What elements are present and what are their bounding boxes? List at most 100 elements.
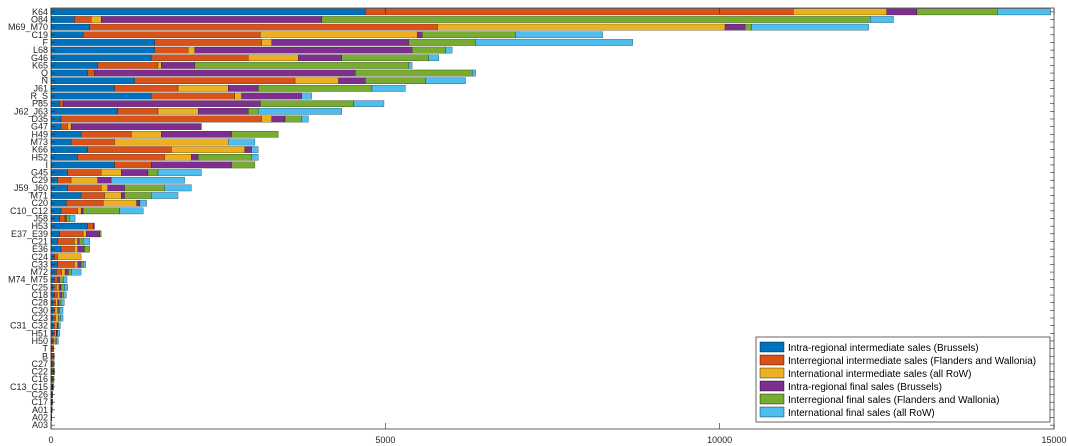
y-tick-label-m69-m70: M69_M70 xyxy=(8,22,48,32)
bar-r-s-series-1 xyxy=(50,92,152,100)
bar-n-series-2 xyxy=(134,77,296,84)
bar-k66-series-4 xyxy=(244,146,252,153)
legend-label-6: International final sales (all RoW) xyxy=(788,408,935,419)
bar-l68-series-2 xyxy=(154,46,189,54)
bar-m74-m75-series-5 xyxy=(59,276,64,284)
bar-c19-series-2 xyxy=(82,31,261,39)
bar-h52-series-1 xyxy=(50,154,78,161)
y-tick-label-h52: H52 xyxy=(31,152,48,162)
bar-j61-series-5 xyxy=(258,85,373,92)
bar-h50-series-6 xyxy=(56,337,59,345)
y-tick-label-j61: J61 xyxy=(33,83,48,93)
bar-c21-series-3 xyxy=(74,238,78,245)
bar-e37-e39-series-5 xyxy=(99,230,102,238)
bar-c29-series-3 xyxy=(70,176,98,184)
bar-c18-series-3 xyxy=(57,291,60,299)
x-tick-label-0: 0 xyxy=(48,435,53,445)
y-tick-label-c19: C19 xyxy=(31,30,48,40)
bar-j59-j60-series-6 xyxy=(164,184,192,192)
legend-swatch-4 xyxy=(759,380,785,392)
y-tick-label-k65: K65 xyxy=(32,60,48,70)
bar-c20-series-6 xyxy=(139,199,147,207)
bar-c33-series-2 xyxy=(57,261,75,268)
y-tick-label-f: F xyxy=(43,37,49,47)
bar-m71-series-1 xyxy=(50,192,82,199)
bar-g46-series-2 xyxy=(151,54,249,62)
bar-m72-series-5 xyxy=(68,268,72,276)
bar-c23-series-6 xyxy=(60,314,64,322)
bar-o84-series-2 xyxy=(74,16,92,23)
bar-q-series-6 xyxy=(472,69,476,77)
bar-m72-series-4 xyxy=(64,268,69,276)
bar-g45-series-5 xyxy=(147,169,159,176)
bar-k65-series-4 xyxy=(161,62,195,69)
bar-f-series-2 xyxy=(154,39,262,46)
legend-label-4: Intra-regional final sales (Brussels) xyxy=(788,382,942,393)
bar-c28-series-5 xyxy=(58,299,62,306)
y-tick-label-c23: C23 xyxy=(31,313,48,323)
bar-c18-series-6 xyxy=(63,291,67,299)
bar-c30-series-6 xyxy=(59,307,64,314)
y-tick-label-e36: E36 xyxy=(32,244,48,254)
bar-c25-series-3 xyxy=(56,284,60,291)
bar-f-series-6 xyxy=(475,39,633,46)
bar-d35-series-5 xyxy=(284,115,302,123)
y-tick-label-g46: G46 xyxy=(31,53,48,63)
bar-c21-series-2 xyxy=(57,238,75,245)
y-tick-label-c27: C27 xyxy=(31,359,48,369)
bar-k64-series-6 xyxy=(997,8,1051,16)
bar-h53-series-2 xyxy=(87,222,94,230)
bar-c19-series-5 xyxy=(421,31,516,39)
bar-r-s-series-4 xyxy=(241,92,302,100)
y-tick-label-d35: D35 xyxy=(31,114,48,124)
bar-k65-series-2 xyxy=(97,62,159,69)
bar-h49-series-2 xyxy=(80,131,132,138)
bar-c29-series-4 xyxy=(97,176,112,184)
bar-k64-series-3 xyxy=(793,8,887,16)
y-tick-label-g45: G45 xyxy=(31,168,48,178)
bar-g47-series-4 xyxy=(70,123,202,130)
bar-g46-series-6 xyxy=(428,54,439,62)
y-tick-label-c30: C30 xyxy=(31,305,48,315)
bar-c25-series-5 xyxy=(60,284,65,291)
legend-label-1: Intra-regional intermediate sales (Bruss… xyxy=(788,343,979,354)
bar-g45-series-4 xyxy=(121,169,149,176)
bar-e36-series-5 xyxy=(84,245,90,253)
bar-g45-series-6 xyxy=(157,169,202,176)
bar-c10-c12-series-2 xyxy=(60,207,78,215)
bar-j62-j63-series-3 xyxy=(157,108,199,115)
bar-k66-series-1 xyxy=(50,146,88,153)
bar-j59-j60-series-4 xyxy=(107,184,125,192)
y-tick-label-c31-c32: C31_C32 xyxy=(10,321,48,331)
bar-j59-j60-series-5 xyxy=(124,184,165,192)
bar-c19-series-6 xyxy=(515,31,603,39)
bar-l68-series-1 xyxy=(50,46,155,54)
y-tick-label-m71: M71 xyxy=(30,191,48,201)
bar-c28-series-3 xyxy=(55,299,58,306)
y-tick-label-c26: C26 xyxy=(31,390,48,400)
bar-j61-series-2 xyxy=(114,85,179,92)
bar-p85-series-4 xyxy=(62,100,261,107)
bar-j61-series-1 xyxy=(50,85,115,92)
bar-m73-series-3 xyxy=(114,138,229,146)
y-tick-label-p85: P85 xyxy=(32,99,48,109)
bar-g45-series-3 xyxy=(101,169,122,176)
bar-j58-series-6 xyxy=(69,215,76,222)
bar-q-series-5 xyxy=(355,69,473,77)
bar-m72-series-6 xyxy=(71,268,82,276)
y-tick-label-c29: C29 xyxy=(31,175,48,185)
bar-m71-series-4 xyxy=(121,192,125,199)
y-tick-label-c22: C22 xyxy=(31,367,48,377)
legend-swatch-2 xyxy=(759,354,785,366)
bar-k65-series-6 xyxy=(408,62,413,69)
bar-j62-j63-series-2 xyxy=(117,108,159,115)
bar-f-series-1 xyxy=(50,39,155,46)
bar-e37-e39-series-3 xyxy=(82,230,87,238)
bar-c19-series-3 xyxy=(260,31,418,39)
bar-f-series-4 xyxy=(271,39,409,46)
bar-h49-series-4 xyxy=(161,131,232,138)
bar-c28-series-4 xyxy=(57,299,60,306)
y-tick-label-l68: L68 xyxy=(33,45,48,55)
legend-label-2: Interregional intermediate sales (Flande… xyxy=(788,356,1036,367)
